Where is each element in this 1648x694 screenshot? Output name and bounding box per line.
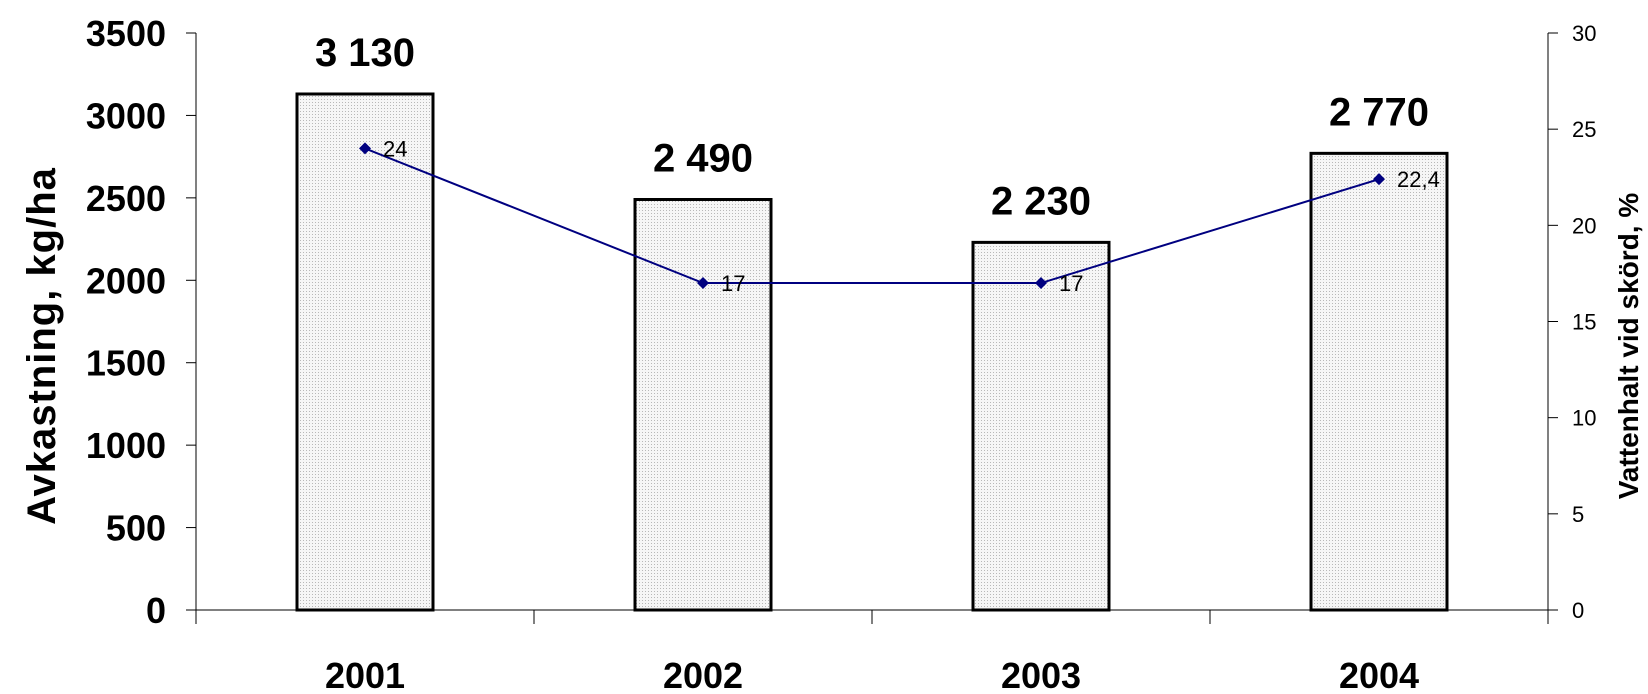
line-series-vattenhalt [364,147,1380,285]
y-tick-label-left-3000: 3000 [86,95,166,136]
line-marker-2001 [359,142,371,155]
y-tick-label-right-0: 0 [1572,598,1584,623]
bar-value-label-2003: 2 230 [991,179,1091,223]
bar-2003 [971,240,1111,612]
y-tick-label-right-30: 30 [1572,21,1596,46]
y-tick-label-left-1000: 1000 [86,425,166,466]
y-axis-title-left: Avkastning, kg/ha [20,167,64,525]
bar-value-label-2001: 3 130 [315,31,415,75]
y-tick-label-left-3500: 3500 [86,13,166,54]
x-tick-label-2002: 2002 [663,655,743,694]
y-tick-label-right-20: 20 [1572,213,1596,238]
y-tick-label-left-500: 500 [106,508,166,549]
bar-2002 [633,198,773,612]
bar-value-label-2004: 2 770 [1329,90,1429,134]
line-value-label-2001: 24 [383,136,407,161]
bars-layer [295,92,1449,612]
y-tick-label-left-0: 0 [146,590,166,631]
y-tick-label-right-15: 15 [1572,310,1596,335]
y-tick-label-right-25: 25 [1572,117,1596,142]
line-value-label-2003: 17 [1059,271,1083,296]
x-tick-label-2004: 2004 [1339,655,1419,694]
y-tick-label-left-2000: 2000 [86,260,166,301]
x-tick-label-2003: 2003 [1001,655,1081,694]
y-tick-label-right-5: 5 [1572,502,1584,527]
line-marker-2003 [1035,277,1047,290]
line-value-label-2004: 22,4 [1397,167,1440,192]
y-tick-label-left-2500: 2500 [86,178,166,219]
line-layer [359,142,1385,290]
y-tick-label-left-1500: 1500 [86,343,166,384]
line-marker-2002 [697,277,709,290]
bar-2001 [295,92,435,612]
y-axis-title-right: Vattenhalt vid skörd, % [1613,193,1644,500]
bar-value-label-2002: 2 490 [653,137,753,181]
line-marker-2004 [1373,173,1385,186]
x-tick-label-2001: 2001 [325,655,405,694]
line-value-label-2002: 17 [721,271,745,296]
labels-layer: 3 130 2 490 2 230 2 770 24 17 17 22,4 [315,31,1440,296]
bar-2004 [1309,151,1449,612]
axes-layer: 0 500 1000 1500 2000 2500 3000 3500 0 5 10 15 20 25 30… [86,13,1597,694]
y-tick-label-right-10: 10 [1572,406,1596,431]
